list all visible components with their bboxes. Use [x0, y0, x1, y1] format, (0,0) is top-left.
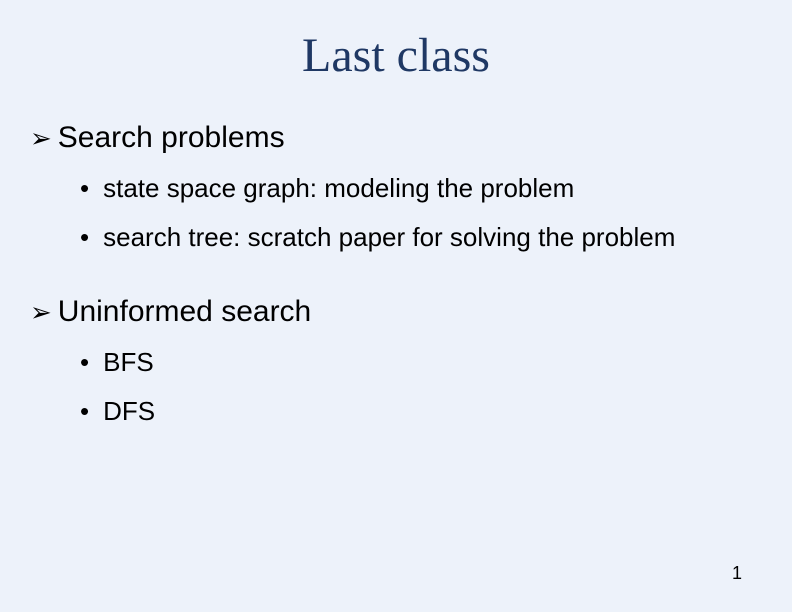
bullet-sub: • DFS: [80, 396, 762, 427]
dot-icon: •: [80, 224, 89, 250]
bullet-sub-text: BFS: [103, 347, 154, 378]
page-number: 1: [732, 563, 742, 584]
dot-icon: •: [80, 398, 89, 424]
bullet-top-text: Search problems: [58, 121, 285, 155]
bullet-top: ➢ Search problems: [30, 121, 762, 155]
dot-icon: •: [80, 175, 89, 201]
bullet-sub: • BFS: [80, 347, 762, 378]
bullet-top: ➢ Uninformed search: [30, 295, 762, 329]
bullet-top-text: Uninformed search: [58, 295, 311, 329]
dot-icon: •: [80, 349, 89, 375]
spacer: [30, 271, 762, 277]
bullet-sub-text: search tree: scratch paper for solving t…: [103, 222, 675, 253]
bullet-sub: • state space graph: modeling the proble…: [80, 173, 762, 204]
slide-title: Last class: [30, 28, 762, 83]
bullet-sub-text: DFS: [103, 396, 155, 427]
chevron-icon: ➢: [30, 125, 52, 151]
bullet-sub: • search tree: scratch paper for solving…: [80, 222, 762, 253]
slide: Last class ➢ Search problems • state spa…: [0, 0, 792, 612]
chevron-icon: ➢: [30, 299, 52, 325]
bullet-sub-text: state space graph: modeling the problem: [103, 173, 574, 204]
